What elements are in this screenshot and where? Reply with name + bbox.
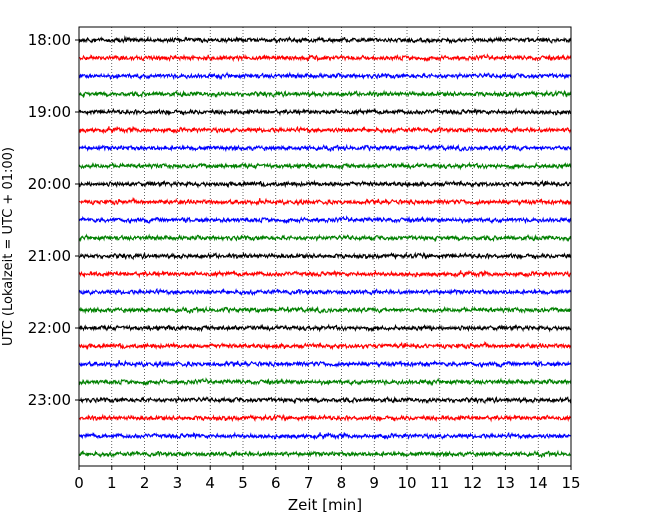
x-tick-label: 8 — [337, 474, 347, 492]
x-tick-label: 2 — [140, 474, 150, 492]
trace-line — [78, 449, 572, 459]
x-tick-label: 10 — [397, 474, 416, 492]
x-tick-label: 1 — [107, 474, 117, 492]
trace-line — [78, 196, 572, 207]
trace-line — [78, 143, 572, 153]
trace-line — [78, 107, 572, 117]
trace-line — [78, 340, 572, 351]
y-tick-label: 19:00 — [28, 103, 71, 121]
seismic-traces — [78, 35, 572, 459]
trace-line — [78, 269, 572, 279]
trace-line — [78, 395, 572, 405]
trace-line — [78, 323, 572, 333]
y-axis-ticks: 18:00 19:00 20:00 21:00 22:00 23:00 — [28, 31, 79, 409]
y-tick-label: 20:00 — [28, 175, 71, 193]
trace-line — [78, 125, 572, 135]
x-tick-label: 7 — [304, 474, 314, 492]
y-tick-label: 21:00 — [28, 247, 71, 265]
trace-line — [78, 161, 572, 171]
trace-line — [78, 215, 572, 225]
trace-line — [78, 305, 572, 315]
y-tick-label: 23:00 — [28, 391, 71, 409]
trace-line — [78, 377, 572, 387]
trace-line — [78, 359, 572, 369]
trace-line — [78, 53, 572, 63]
trace-line — [78, 233, 572, 243]
trace-line — [78, 431, 572, 441]
x-axis-label: Zeit [min] — [288, 496, 362, 514]
x-tick-label: 11 — [430, 474, 449, 492]
x-tick-label: 9 — [369, 474, 379, 492]
trace-line — [78, 71, 572, 81]
x-tick-label: 15 — [561, 474, 580, 492]
x-tick-label: 12 — [463, 474, 482, 492]
y-tick-label: 18:00 — [28, 31, 71, 49]
x-tick-label: 6 — [271, 474, 281, 492]
y-tick-label: 22:00 — [28, 319, 71, 337]
x-tick-label: 14 — [529, 474, 548, 492]
trace-line — [78, 35, 572, 45]
x-tick-label: 5 — [238, 474, 248, 492]
vertical-gridlines — [111, 27, 539, 466]
trace-line — [78, 251, 572, 261]
trace-line — [78, 413, 572, 423]
y-axis-label: UTC (Lokalzeit = UTC + 01:00) — [1, 147, 16, 346]
x-axis-ticks: 0 1 2 3 4 5 6 7 8 9 10 11 12 13 14 15 — [74, 466, 581, 492]
x-tick-label: 13 — [496, 474, 515, 492]
x-tick-label: 4 — [205, 474, 215, 492]
x-tick-label: 0 — [74, 474, 84, 492]
trace-line — [78, 89, 572, 99]
plot-frame — [78, 26, 572, 467]
trace-line — [78, 287, 572, 297]
x-tick-label: 3 — [173, 474, 183, 492]
trace-line — [78, 179, 572, 189]
